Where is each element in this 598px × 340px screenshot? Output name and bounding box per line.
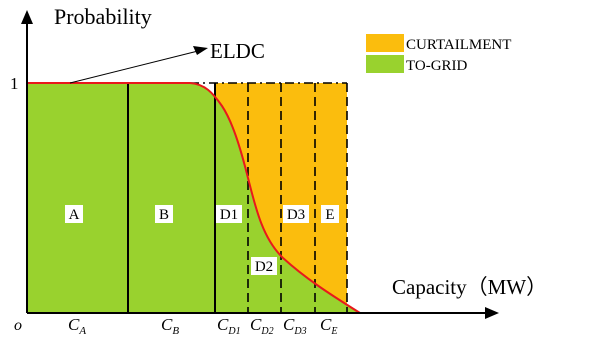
eldc-pointer-line xyxy=(69,50,199,84)
svg-text:D2: D2 xyxy=(255,259,273,275)
region-label-d2: D2 xyxy=(251,257,277,275)
legend-label-to-grid: TO-GRID xyxy=(406,58,468,74)
region-label-e: E xyxy=(321,205,339,223)
origin-label: o xyxy=(14,317,22,334)
tick-ce: CE xyxy=(320,315,337,337)
legend-swatch-curtailment xyxy=(366,34,404,52)
y-axis-title: Probability xyxy=(54,4,152,29)
eldc-label: ELDC xyxy=(210,39,265,63)
svg-text:A: A xyxy=(69,207,80,223)
eldc-pointer-arrowhead xyxy=(193,46,208,55)
y-axis-arrowhead xyxy=(21,10,33,24)
y-tick-one: 1 xyxy=(10,74,19,93)
legend-swatch-to-grid xyxy=(366,55,404,73)
x-axis-title: Capacity（MW） xyxy=(392,275,547,299)
svg-text:E: E xyxy=(325,207,334,223)
tick-cd1: CD1 xyxy=(217,315,241,337)
region-label-d3: D3 xyxy=(283,205,309,223)
x-axis-arrowhead xyxy=(485,307,499,319)
svg-text:B: B xyxy=(159,207,169,223)
tick-cd3: CD3 xyxy=(283,315,307,337)
legend-label-curtailment: CURTAILMENT xyxy=(406,37,511,53)
tick-cb: CB xyxy=(161,315,179,337)
svg-text:D3: D3 xyxy=(287,207,305,223)
tick-cd2: CD2 xyxy=(250,315,274,337)
region-label-b: B xyxy=(155,205,173,223)
region-label-d1: D1 xyxy=(216,205,242,223)
tick-ca: CA xyxy=(68,315,86,337)
svg-text:D1: D1 xyxy=(220,207,238,223)
region-label-a: A xyxy=(65,205,83,223)
eldc-curve xyxy=(27,82,361,314)
